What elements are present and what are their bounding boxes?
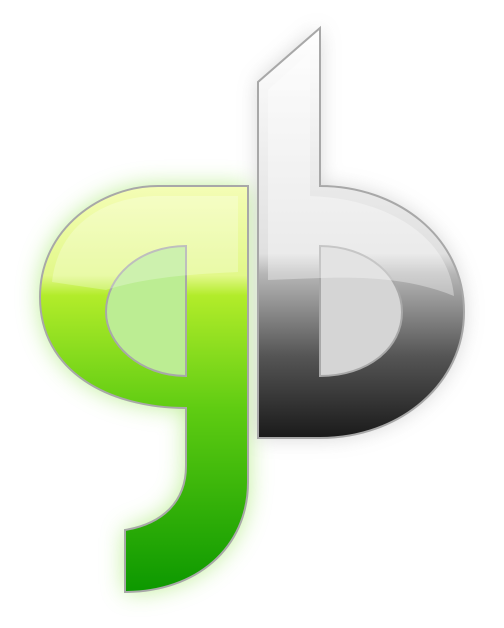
g-letter-shape	[38, 185, 249, 594]
b-letter-shape	[257, 25, 466, 439]
